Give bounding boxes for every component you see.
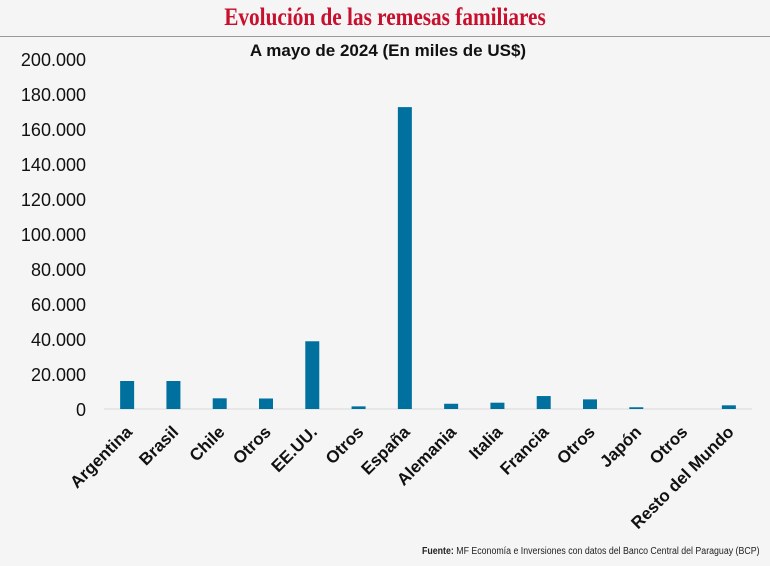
x-tick-label: Japón	[596, 422, 645, 471]
x-tick-label: Francia	[496, 422, 553, 479]
y-tick-label: 40.000	[31, 330, 86, 350]
x-tick-label: Argentina	[66, 422, 136, 492]
y-tick-label: 140.000	[21, 155, 86, 175]
y-tick-label: 60.000	[31, 295, 86, 315]
bar	[536, 396, 551, 409]
y-tick-label: 160.000	[21, 120, 86, 140]
x-tick-label: Chile	[186, 422, 229, 465]
x-tick-label: Italia	[465, 422, 506, 463]
x-tick-label: Brasil	[135, 422, 182, 469]
source-note: Fuente: MF Economía e Inversiones con da…	[423, 546, 760, 557]
bar	[120, 381, 135, 409]
bar	[305, 341, 320, 409]
source-label: Fuente:	[422, 546, 455, 557]
y-tick-label: 0	[76, 400, 86, 420]
bar	[490, 402, 505, 409]
page-title: Evolución de las remesas familiares	[224, 4, 546, 31]
source-text: MF Economía e Inversiones con datos del …	[454, 546, 760, 557]
bar	[351, 406, 366, 409]
bar	[721, 405, 736, 409]
bar	[583, 399, 597, 409]
y-tick-label: 180.000	[21, 85, 86, 105]
y-tick-label: 100.000	[21, 225, 86, 245]
x-tick-label: Otros	[553, 422, 598, 467]
x-tick-label: EE.UU.	[268, 422, 322, 476]
bar	[629, 407, 644, 409]
bar	[259, 398, 273, 409]
bar	[166, 381, 181, 409]
y-tick-label: 120.000	[21, 190, 86, 210]
y-tick-label: 80.000	[31, 260, 86, 280]
bar	[212, 398, 227, 409]
y-tick-label: 20.000	[31, 365, 86, 385]
bar	[444, 403, 459, 409]
title-divider	[0, 36, 770, 37]
y-tick-label: 200.000	[21, 50, 86, 70]
chart-title: A mayo de 2024 (En miles de US$)	[250, 41, 526, 60]
bar	[397, 107, 412, 409]
